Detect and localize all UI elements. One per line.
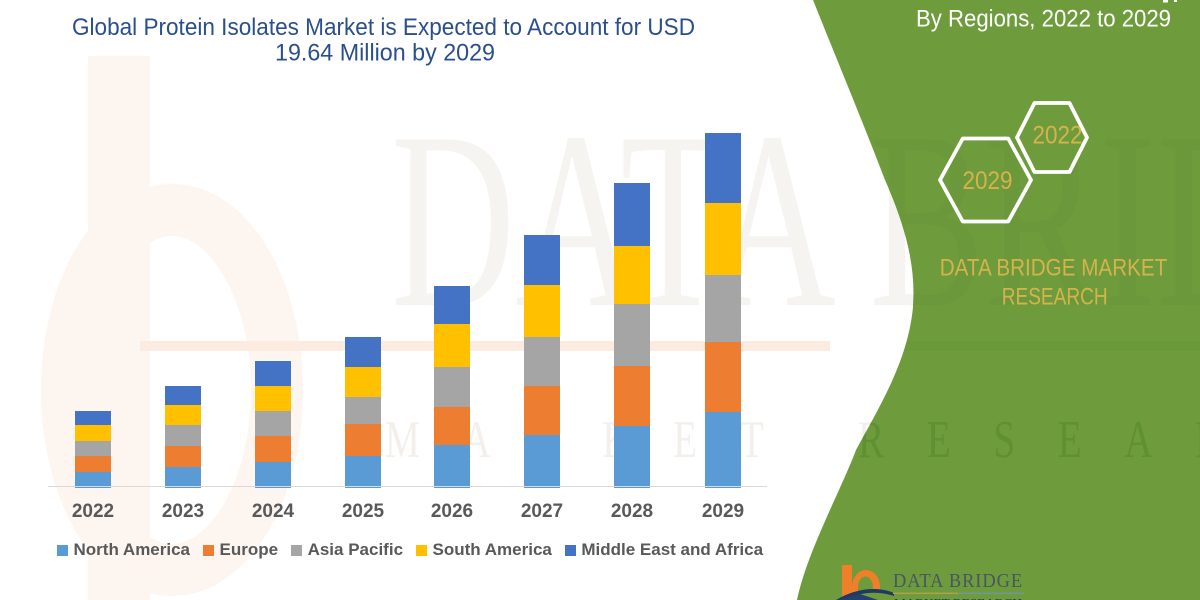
svg-text:19.64 Million by 2029: 19.64 Million by 2029 xyxy=(275,40,495,67)
svg-text:Global Protein Isolates Market: Global Protein Isolates Market is Expect… xyxy=(72,14,695,41)
svg-text:2022: 2022 xyxy=(1033,121,1083,149)
svg-text:RESEARCH: RESEARCH xyxy=(1002,284,1108,311)
svg-text:DATA BRIDGE: DATA BRIDGE xyxy=(893,570,1023,592)
svg-text:2029: 2029 xyxy=(963,167,1013,195)
svg-text:DATA BRIDGE MARKET: DATA BRIDGE MARKET xyxy=(940,254,1168,281)
svg-text:By Regions, 2022 to 2029: By Regions, 2022 to 2029 xyxy=(916,6,1171,33)
svg-text:MARKET RESEARCH: MARKET RESEARCH xyxy=(894,596,1022,600)
